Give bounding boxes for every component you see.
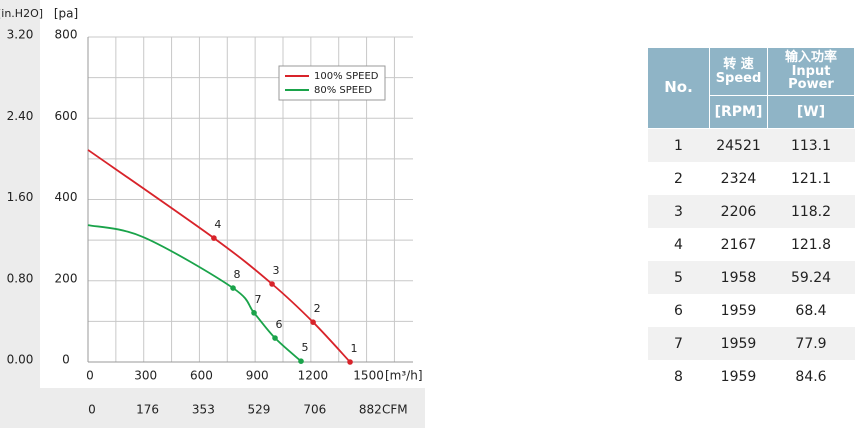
x-tick-label: 1500	[353, 369, 384, 383]
table-cell: 1	[647, 128, 710, 162]
table-row: 4 2167 121.8	[648, 228, 855, 261]
curve	[87, 149, 351, 363]
y2-label: [in.H2O]	[0, 7, 43, 20]
table-cell: 77.9	[767, 327, 855, 360]
table-cell: 1959	[720, 368, 757, 385]
legend-label: 100% SPEED	[314, 71, 379, 82]
header-speed-en: Speed	[715, 70, 762, 86]
y2-tick-label: 0.80	[7, 271, 34, 285]
header-power: 输入功率 Input Power	[767, 47, 855, 96]
table-cell: 8	[674, 368, 683, 385]
point	[298, 358, 304, 364]
table-cell: 24521	[709, 128, 768, 162]
x-tick-label: 900	[246, 369, 269, 383]
table-cell: 59.24	[767, 261, 855, 294]
chart: [in.H2O] [pa] [m³/h] CFM 0 300 600 900 1200 1…	[0, 0, 425, 428]
y2-tick-label: 0.00	[7, 353, 34, 367]
point-label: 3	[273, 264, 280, 277]
x2-tick-label: 706	[303, 403, 326, 417]
x2-tick-label: 176	[136, 403, 159, 417]
header-speed: 转 速 Speed	[709, 47, 768, 96]
left-band	[0, 0, 40, 428]
point	[230, 285, 236, 291]
point-label: 7	[255, 293, 262, 306]
point	[272, 335, 278, 341]
x2-label: CFM	[382, 403, 408, 417]
y-tick-label: 600	[55, 109, 78, 123]
table-cell: 4	[674, 236, 683, 253]
spec-table: No. 转 速 Speed 输入功率 Input Power [RPM] [W] 1…	[647, 47, 855, 393]
header-power-cn: 输入功率	[784, 50, 837, 66]
table-cell: 2206	[709, 195, 768, 228]
x2-tick-label: 529	[247, 403, 270, 417]
y-label: [pa]	[54, 7, 78, 21]
x2-tick-label: 0	[88, 403, 96, 417]
table-cell: 6	[674, 302, 683, 319]
point	[347, 359, 353, 365]
y-tick-label: 400	[55, 190, 78, 204]
point-label: 4	[214, 218, 221, 231]
table-cell: 1958	[709, 261, 768, 294]
point	[269, 281, 275, 287]
y-tick-label: 800	[55, 28, 78, 42]
legend-label: 80% SPEED	[314, 85, 372, 96]
table-cell: 2324	[720, 170, 757, 187]
table-cell: 121.1	[790, 170, 832, 187]
table-row: 3 2206 118.2	[647, 195, 855, 228]
table-row: 7 1959 77.9	[647, 327, 855, 360]
legend-box	[278, 65, 386, 101]
table-body: 1 24521 113.1 2 2324 121.1 3 2206 118.2 4 2167 121.…	[647, 128, 855, 394]
table-cell: 2	[674, 170, 683, 187]
x-tick-label: 1200	[298, 369, 329, 383]
y2-tick-label: 1.60	[7, 190, 34, 204]
table-cell: 121.8	[790, 236, 832, 253]
point-label: 2	[314, 302, 321, 315]
x-tick-label: 300	[134, 369, 157, 383]
table-cell: 2167	[720, 236, 757, 253]
table-row: 6 1959 68.4	[648, 294, 855, 327]
y-tick-label: 0	[62, 353, 70, 367]
bottom-band	[40, 388, 425, 428]
point-label: 1	[351, 342, 358, 355]
y2-tick-label: 3.20	[7, 28, 34, 42]
point	[211, 235, 217, 241]
point-label: 5	[302, 341, 309, 354]
table-cell: 5	[647, 261, 710, 294]
table-cell: 84.6	[795, 368, 827, 385]
table-row: 8 1959 84.6	[648, 360, 855, 393]
table-cell: 7	[647, 327, 710, 360]
table-row: 1 24521 113.1	[647, 128, 855, 162]
point-label: 8	[234, 268, 241, 281]
header-speed-cn: 转 速	[723, 56, 754, 72]
curve	[87, 224, 302, 362]
table-cell: 1959	[720, 302, 757, 319]
table-cell: 1959	[709, 327, 768, 360]
header-power-en: Input Power	[788, 63, 834, 93]
table-cell: 3	[647, 195, 710, 228]
table-cell: 118.2	[767, 195, 855, 228]
point	[251, 310, 257, 316]
header-speed-unit: [RPM]	[709, 95, 768, 129]
point-label: 6	[276, 318, 283, 331]
y-tick-label: 200	[55, 271, 78, 285]
table-cell: 113.1	[767, 128, 855, 162]
x2-tick-label: 353	[192, 403, 215, 417]
x2-tick-label: 882	[359, 403, 382, 417]
y2-tick-label: 2.40	[7, 109, 34, 123]
x-tick-label: 600	[190, 369, 213, 383]
x-tick-label: 0	[86, 369, 94, 383]
header-power-unit: [W]	[767, 95, 855, 129]
point	[310, 319, 316, 325]
table-row: 5 1958 59.24	[647, 261, 855, 294]
header-no: No.	[647, 47, 710, 129]
table-row: 2 2324 121.1	[648, 162, 855, 195]
x-label: [m³/h]	[385, 369, 423, 383]
table-cell: 68.4	[795, 302, 827, 319]
